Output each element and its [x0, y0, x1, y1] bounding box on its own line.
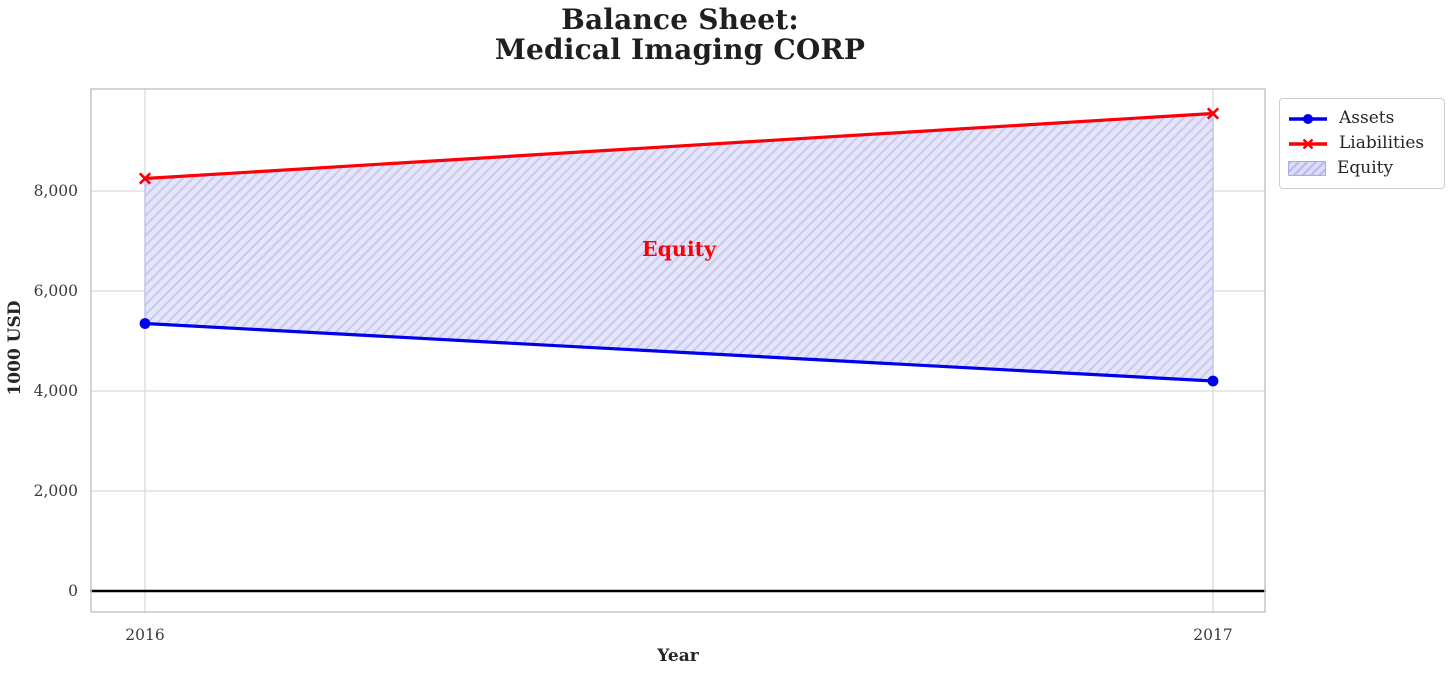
plot-area: Equity: [90, 88, 1266, 613]
assets-line-icon: [1289, 113, 1327, 124]
y-tick-label: 2,000: [33, 482, 78, 500]
legend-item-assets: Assets: [1288, 106, 1436, 131]
x-tick-label: 2016: [125, 626, 165, 644]
legend-label-assets: Assets: [1339, 108, 1395, 128]
y-tick-label: 8,000: [33, 182, 78, 200]
liabilities-line-icon: [1289, 138, 1327, 149]
legend: Assets Liabilities Equity: [1279, 98, 1445, 189]
y-tick-label: 0: [68, 582, 78, 600]
legend-label-equity: Equity: [1337, 158, 1394, 178]
chart-title-line2: Medical Imaging CORP: [494, 33, 866, 66]
x-tick-label: 2017: [1193, 626, 1233, 644]
plot-svg: Equity: [90, 88, 1266, 613]
legend-label-liabilities: Liabilities: [1339, 133, 1425, 153]
equity-annotation: Equity: [642, 237, 717, 261]
y-tick-label: 4,000: [33, 382, 78, 400]
legend-item-liabilities: Liabilities: [1288, 131, 1436, 156]
legend-item-equity: Equity: [1288, 156, 1436, 181]
x-axis-label: Year: [657, 646, 699, 666]
chart-title-line1: Balance Sheet:: [561, 3, 799, 36]
equity-hatch-icon: [1288, 161, 1326, 176]
chart-title: Balance Sheet: Medical Imaging CORP: [0, 5, 1360, 65]
y-tick-label: 6,000: [33, 282, 78, 300]
